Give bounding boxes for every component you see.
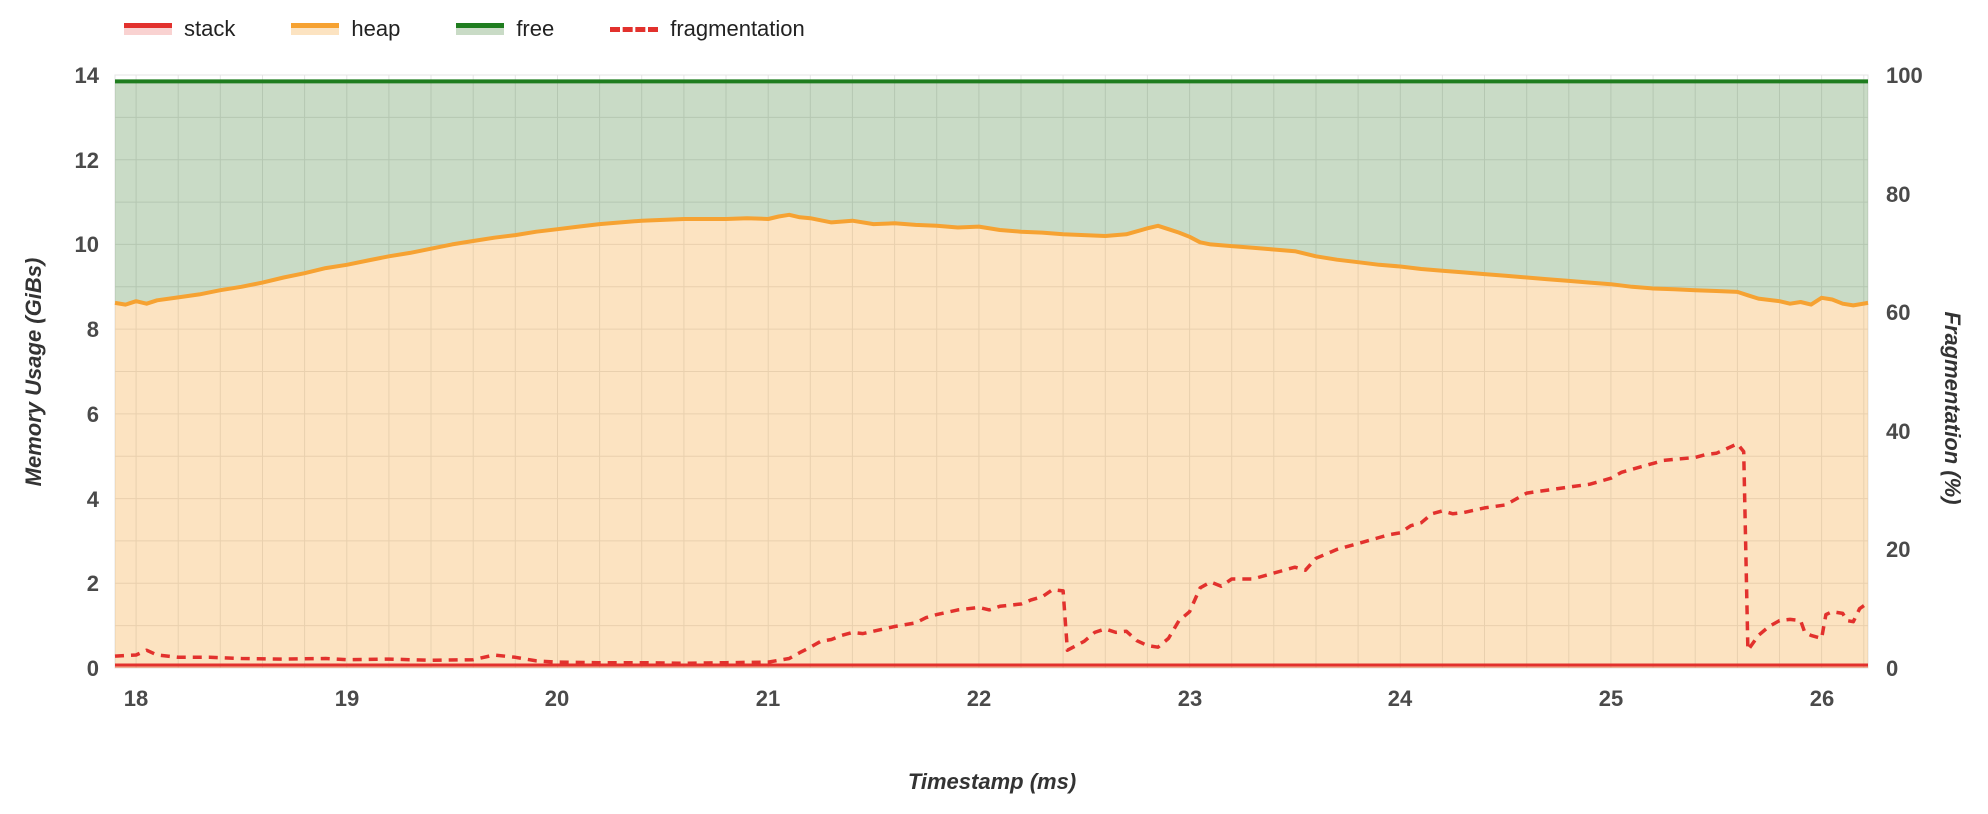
chart-legend: stack heap free fragmentation bbox=[124, 16, 805, 42]
legend-swatch-stack-icon bbox=[124, 23, 172, 35]
legend-item-heap[interactable]: heap bbox=[291, 16, 400, 42]
plot-border bbox=[114, 74, 1869, 669]
heap-area bbox=[115, 214, 1868, 669]
legend-label: heap bbox=[351, 16, 401, 41]
x-axis-title: Timestamp (ms) bbox=[907, 769, 1077, 794]
y-tick-label-right: 20 bbox=[1886, 537, 1910, 562]
y-tick-label-left: 6 bbox=[87, 402, 99, 427]
y-tick-label-left: 12 bbox=[75, 148, 99, 173]
legend-item-fragmentation[interactable]: fragmentation bbox=[610, 16, 805, 42]
legend-swatch-heap-icon bbox=[291, 23, 340, 35]
y-tick-label-left: 10 bbox=[75, 232, 99, 257]
y-tick-label-right: 60 bbox=[1886, 300, 1910, 325]
y-tick-label-left: 8 bbox=[87, 317, 99, 342]
legend-label: stack bbox=[184, 16, 236, 41]
x-tick-label: 21 bbox=[756, 686, 780, 711]
x-tick-label: 19 bbox=[335, 686, 359, 711]
free-area bbox=[115, 81, 1868, 306]
y-tick-label-left: 4 bbox=[87, 487, 100, 512]
y-axis-title-left: Memory Usage (GiBs) bbox=[21, 257, 46, 487]
y-tick-label-right: 40 bbox=[1886, 419, 1910, 444]
legend-item-free[interactable]: free bbox=[456, 16, 554, 42]
legend-label: free bbox=[516, 16, 555, 41]
x-tick-label: 18 bbox=[124, 686, 148, 711]
legend-label: fragmentation bbox=[670, 16, 805, 41]
fragmentation-line bbox=[114, 442, 1870, 666]
x-tick-label: 23 bbox=[1178, 686, 1202, 711]
legend-swatch-free-icon bbox=[456, 23, 505, 35]
x-tick-label: 24 bbox=[1388, 686, 1413, 711]
heap-line bbox=[114, 212, 1869, 308]
y-axis-title-right: Fragmentation (%) bbox=[1940, 311, 1965, 505]
y-tick-label-left: 2 bbox=[87, 571, 99, 596]
x-tick-label: 25 bbox=[1599, 686, 1623, 711]
x-tick-label: 20 bbox=[545, 686, 569, 711]
x-tick-label: 22 bbox=[967, 686, 991, 711]
y-tick-label-right: 0 bbox=[1886, 656, 1898, 681]
legend-item-stack[interactable]: stack bbox=[124, 16, 235, 42]
x-tick-label: 26 bbox=[1810, 686, 1834, 711]
y-tick-label-right: 100 bbox=[1886, 63, 1923, 88]
y-tick-label-left: 0 bbox=[87, 656, 99, 681]
legend-swatch-fragmentation-icon bbox=[610, 26, 659, 32]
grid-lines bbox=[115, 75, 1868, 668]
y-tick-label-right: 80 bbox=[1886, 182, 1910, 207]
y-tick-label-left: 14 bbox=[75, 63, 100, 88]
